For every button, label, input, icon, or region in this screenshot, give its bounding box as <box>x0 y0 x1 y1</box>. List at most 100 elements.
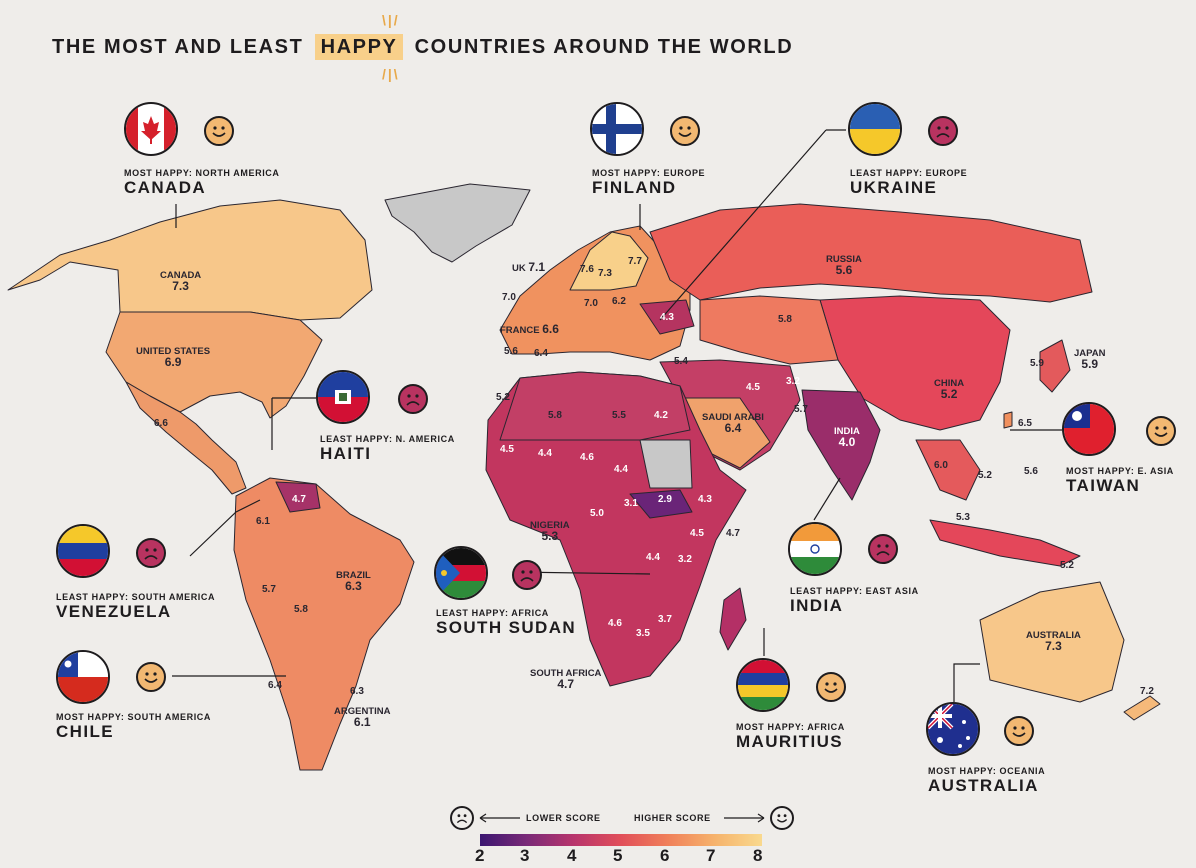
callout-ukraine: LEAST HAPPY: EUROPE UKRAINE <box>850 168 967 198</box>
callout-caption: MOST HAPPY: EUROPE <box>592 168 706 178</box>
title-pre: THE MOST AND LEAST <box>52 36 304 58</box>
legend-lower-label: LOWER SCORE <box>526 813 601 823</box>
score-label: 7.0 <box>584 298 598 309</box>
callout-mauritius: MOST HAPPY: AFRICA MAURITIUS <box>736 722 845 752</box>
callout-caption: MOST HAPPY: AFRICA <box>736 722 845 732</box>
venezuela-flag-icon <box>56 524 110 578</box>
score-label: 5.0 <box>590 508 604 519</box>
ukraine-flag-icon <box>848 102 902 156</box>
callout-caption: MOST HAPPY: NORTH AMERICA <box>124 168 280 178</box>
callout-country: INDIA <box>790 596 844 615</box>
score-label: 6.4 <box>268 680 282 691</box>
callout-country: AUSTRALIA <box>928 776 1039 795</box>
callout-finland: MOST HAPPY: EUROPE FINLAND <box>592 168 705 198</box>
callout-country: UKRAINE <box>850 178 938 197</box>
score-label: 4.5 <box>746 382 760 393</box>
madagascar-shape <box>719 587 747 651</box>
score-label: 6.4 <box>534 348 548 359</box>
score-label: 6.2 <box>612 296 626 307</box>
score-label: 4.2 <box>654 410 668 421</box>
ukraine-shape <box>639 299 695 335</box>
callout-country: CHILE <box>56 722 114 741</box>
canada-shape <box>7 199 373 321</box>
happy-face-icon <box>1146 416 1176 446</box>
india-shape <box>801 389 881 501</box>
title-post: COUNTRIES AROUND THE WORLD <box>414 36 794 58</box>
sad-face-icon <box>928 116 958 146</box>
score-label: 4.5 <box>690 528 704 539</box>
score-label: 7.3 <box>598 268 612 279</box>
score-label: 5.8 <box>294 604 308 615</box>
score-label: 3.2 <box>678 554 692 565</box>
sparkle-bottom-icon: /|\ <box>382 66 400 82</box>
legend-higher-label: HIGHER SCORE <box>634 813 711 823</box>
sad-face-icon <box>398 384 428 414</box>
legend-tick: 3 <box>520 846 530 865</box>
legend-happy-face-icon <box>770 806 794 830</box>
legend-tick: 7 <box>706 846 716 865</box>
callout-country: CANADA <box>124 178 207 197</box>
happy-face-icon <box>816 672 846 702</box>
score-label: 3.2 <box>786 376 800 387</box>
callout-caption: LEAST HAPPY: EUROPE <box>850 168 968 178</box>
score-label: 4.4 <box>646 552 660 563</box>
sad-face-icon <box>868 534 898 564</box>
score-label: 4.3 <box>660 312 674 323</box>
map-label-france: FRANCE 6.6 <box>500 322 559 336</box>
new-zealand-shape <box>1123 695 1161 721</box>
score-label: 5.8 <box>548 410 562 421</box>
score-label: 4.5 <box>500 444 514 455</box>
score-label: 2.9 <box>658 494 672 505</box>
south-sudan-flag-icon <box>434 546 488 600</box>
happy-face-icon <box>204 116 234 146</box>
score-label: 5.5 <box>612 410 626 421</box>
score-label: 6.6 <box>154 418 168 429</box>
se-asia-shape <box>915 439 981 501</box>
legend-sad-face-icon <box>450 806 474 830</box>
score-label: 5.6 <box>1024 466 1038 477</box>
score-label: 5.6 <box>504 346 518 357</box>
score-label: 5.7 <box>794 404 808 415</box>
happy-face-icon <box>670 116 700 146</box>
callout-country: MAURITIUS <box>736 732 844 751</box>
callout-venezuela: LEAST HAPPY: SOUTH AMERICA VENEZUELA <box>56 592 215 622</box>
callout-canada: MOST HAPPY: NORTH AMERICA CANADA <box>124 168 280 198</box>
happy-face-icon <box>1004 716 1034 746</box>
callout-australia: MOST HAPPY: OCEANIA AUSTRALIA <box>928 766 1045 796</box>
map-label-south-africa: SOUTH AFRICA 4.7 <box>530 668 602 691</box>
legend-tick: 6 <box>660 846 670 865</box>
indonesia-shape <box>929 519 1081 567</box>
canada-flag-icon <box>124 102 178 156</box>
leader-india <box>813 477 841 521</box>
score-label: 5.8 <box>778 314 792 325</box>
page-title: THE MOST AND LEAST HAPPY COUNTRIES AROUN… <box>52 34 794 60</box>
india-flag-icon <box>788 522 842 576</box>
mexico-shape <box>125 381 247 495</box>
callout-caption: LEAST HAPPY: SOUTH AMERICA <box>56 592 216 602</box>
score-label: 7.7 <box>628 256 642 267</box>
south-america-shape <box>233 477 415 771</box>
score-label: 5.2 <box>1060 560 1074 571</box>
callout-country: TAIWAN <box>1066 476 1141 495</box>
legend-tick: 8 <box>753 846 763 865</box>
score-label: 5.2 <box>496 392 510 403</box>
score-label: 3.5 <box>636 628 650 639</box>
north-africa-shape <box>499 371 691 441</box>
central-asia-shape <box>699 295 839 365</box>
callout-taiwan: MOST HAPPY: E. ASIA TAIWAN <box>1066 466 1174 496</box>
score-label: 5.2 <box>978 470 992 481</box>
nodata-africa-shape <box>639 439 693 489</box>
score-label: 6.1 <box>256 516 270 527</box>
score-label: 3.1 <box>624 498 638 509</box>
callout-country: VENEZUELA <box>56 602 172 621</box>
map-label-japan: JAPAN 5.9 <box>1074 348 1106 371</box>
callout-caption: MOST HAPPY: OCEANIA <box>928 766 1046 776</box>
legend-right-arrow-icon <box>724 813 765 823</box>
score-label: 4.4 <box>538 448 552 459</box>
taiwan-shape <box>1003 411 1013 429</box>
callout-caption: MOST HAPPY: SOUTH AMERICA <box>56 712 212 722</box>
map-label-saudi: SAUDI ARABI 6.4 <box>702 412 764 435</box>
australia-shape <box>979 581 1125 703</box>
callout-haiti: LEAST HAPPY: N. AMERICA HAITI <box>320 434 455 464</box>
leader-australia <box>953 663 980 702</box>
